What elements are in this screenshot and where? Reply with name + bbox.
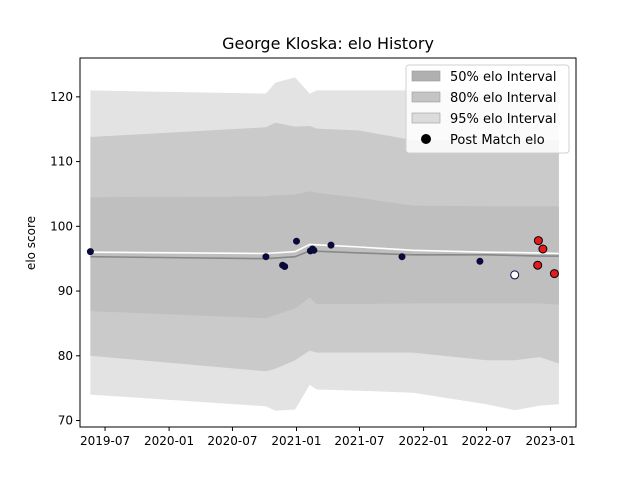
post-match-point-10 xyxy=(477,258,483,264)
y-tick-label-5: 120 xyxy=(50,90,73,104)
post-match-point-0 xyxy=(87,249,93,255)
y-tick-label-2: 90 xyxy=(58,284,73,298)
x-axis-ticks: 2019-07 2020-01 2020-07 2021-01 2021-07 2022-… xyxy=(80,427,576,448)
legend: 50% elo Interval 80% elo Interval 95% elo … xyxy=(406,65,569,153)
legend-swatch-3 xyxy=(421,134,431,144)
post-match-point-3 xyxy=(282,264,288,270)
legend-label-2: 95% elo Interval xyxy=(450,112,557,127)
legend-swatch-1 xyxy=(412,92,440,102)
x-tick-label-6: 2022-07 xyxy=(461,434,511,448)
legend-swatch-2 xyxy=(412,113,440,123)
post-match-point-7 xyxy=(311,247,317,253)
post-match-point-12 xyxy=(534,261,542,269)
x-tick-label-1: 2020-01 xyxy=(144,434,194,448)
y-tick-label-3: 100 xyxy=(50,219,73,233)
post-match-point-8 xyxy=(328,242,334,248)
y-tick-label-0: 70 xyxy=(58,414,73,428)
chart-title: George Kloska: elo History xyxy=(222,34,434,53)
legend-label-3: Post Match elo xyxy=(450,133,545,148)
legend-swatch-0 xyxy=(412,71,440,81)
x-tick-label-2: 2020-07 xyxy=(207,434,257,448)
legend-label-0: 50% elo Interval xyxy=(450,70,557,85)
x-tick-label-3: 2021-01 xyxy=(271,434,321,448)
x-tick-label-7: 2023-01 xyxy=(526,434,576,448)
y-axis-ticks: 70 80 90 100 110 120 xyxy=(50,90,80,428)
post-match-point-4 xyxy=(294,238,300,244)
post-match-point-1 xyxy=(263,254,269,260)
x-tick-label-5: 2022-01 xyxy=(398,434,448,448)
post-match-point-15 xyxy=(550,270,558,278)
post-match-point-14 xyxy=(539,245,547,253)
post-match-point-9 xyxy=(399,254,405,260)
y-axis-label: elo score xyxy=(24,216,38,270)
y-tick-label-1: 80 xyxy=(58,349,73,363)
x-tick-label-0: 2019-07 xyxy=(80,434,130,448)
x-tick-label-4: 2021-07 xyxy=(334,434,384,448)
post-match-point-11 xyxy=(511,271,519,279)
legend-label-1: 80% elo Interval xyxy=(450,91,557,106)
post-match-point-13 xyxy=(534,237,542,245)
y-tick-label-4: 110 xyxy=(50,155,73,169)
